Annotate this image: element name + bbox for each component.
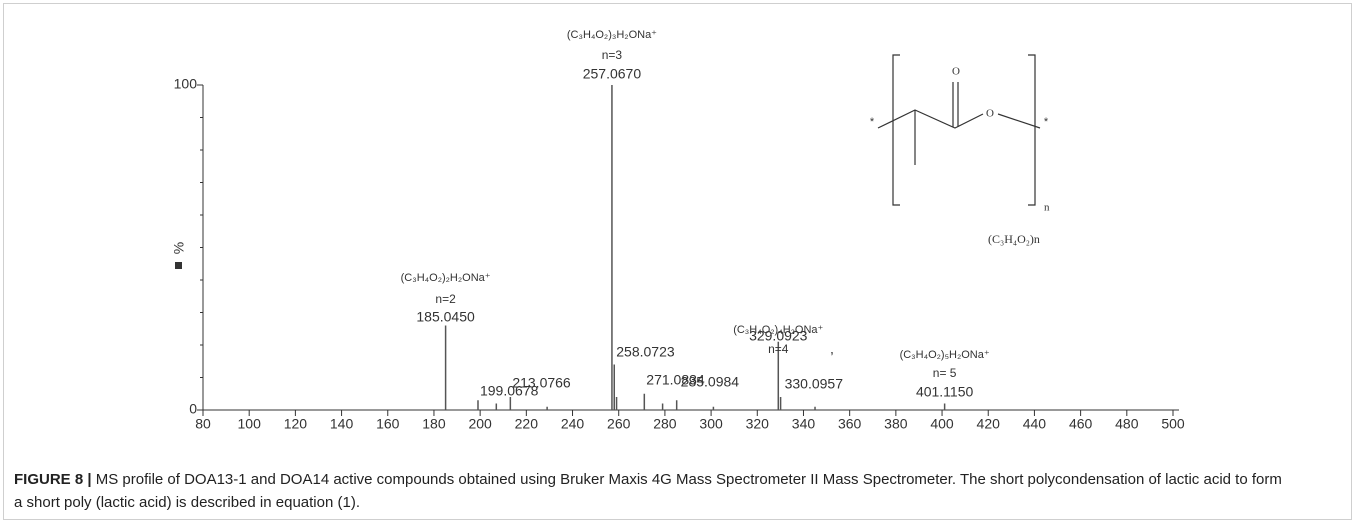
chart: % O O * * n (C₃H₄O₂)n , 80 100 120 140 160 18… [171, 29, 1185, 432]
caption-label: FIGURE 8 | [14, 471, 92, 488]
annotation-n: n=2 [435, 292, 456, 306]
x-tick-label: 180 [422, 416, 446, 432]
x-tick-label: 500 [1161, 416, 1185, 432]
repeat-formula: (C₃H₄O₂)n [988, 232, 1040, 246]
peak-label: 271.0834 [646, 372, 705, 388]
x-tick-label: 220 [515, 416, 539, 432]
x-tick-label: 200 [468, 416, 492, 432]
x-tick-label: 240 [561, 416, 585, 432]
x-tick-label: 320 [746, 416, 770, 432]
peak-label: 285.0984 [681, 374, 740, 390]
y-tick-label: 100 [174, 76, 198, 92]
x-tick-label: 160 [376, 416, 400, 432]
x-tick-label: 480 [1115, 416, 1139, 432]
x-tick-label: 400 [930, 416, 954, 432]
caption: FIGURE 8 | MS profile of DOA13-1 and DOA… [14, 468, 1289, 514]
annotation-n: n=4 [768, 342, 789, 356]
ester-bond [997, 113, 1041, 129]
end-mark: * [1044, 116, 1049, 128]
carbonyl-bond [952, 82, 959, 127]
annotation-formula: (C₃H₄O₂)₃H₂ONa⁺ [567, 29, 657, 41]
annotation-n: n=3 [602, 48, 623, 62]
peak-label: 185.0450 [416, 309, 475, 325]
y-tick-label: 0 [189, 401, 197, 417]
figure-frame [3, 3, 1352, 520]
annotation-formula: (C₃H₄O₂)₂H₂ONa⁺ [401, 272, 491, 284]
caption-text: MS profile of DOA13-1 and DOA14 active c… [14, 471, 1282, 511]
peak-label: 330.0957 [785, 376, 844, 392]
annotation-n: n= 5 [933, 366, 957, 380]
x-tick-label: 340 [792, 416, 816, 432]
y-axis-label: % [171, 242, 187, 254]
peak-label: 401.1150 [916, 384, 974, 400]
x-tick-label: 140 [330, 416, 354, 432]
peak-label: 258.0723 [616, 344, 675, 360]
repeat-subscript: n [1044, 202, 1050, 214]
end-mark: * [870, 116, 875, 128]
x-tick-label: 300 [699, 416, 723, 432]
x-tick-label: 100 [238, 416, 262, 432]
x-tick-label: 440 [1023, 416, 1047, 432]
peak-label: 257.0670 [583, 66, 642, 82]
y-axis-icon [175, 262, 182, 269]
x-tick-label: 120 [284, 416, 308, 432]
peak-label: 199.0678 [480, 383, 539, 399]
annotation-formula: (C₃H₄O₂)₅H₂ONa⁺ [900, 349, 990, 361]
x-tick-label: 460 [1069, 416, 1093, 432]
bracket-left [892, 54, 900, 206]
x-tick-label: 80 [195, 416, 211, 432]
x-tick-label: 260 [607, 416, 631, 432]
annotation-formula: (C₃H₄O₂)₄H₂ONa⁺ [733, 324, 823, 336]
stray-mark: , [830, 341, 834, 357]
x-tick-label: 360 [838, 416, 862, 432]
x-tick-label: 380 [884, 416, 908, 432]
structure [877, 54, 1041, 206]
oxygen: O [952, 66, 960, 78]
bonds [877, 109, 984, 129]
oxygen: O [986, 108, 994, 120]
peak-label: 329.0923 [749, 328, 808, 344]
x-tick-label: 420 [977, 416, 1001, 432]
x-tick-label: 280 [653, 416, 677, 432]
bracket-right [1028, 54, 1036, 206]
peak-label: 213.0766 [512, 375, 571, 391]
